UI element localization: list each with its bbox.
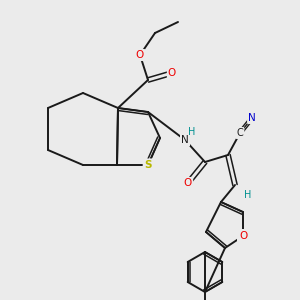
Text: H: H [188,127,196,137]
Text: O: O [239,231,247,241]
Text: C: C [237,128,243,138]
Text: N: N [248,113,256,123]
Text: O: O [168,68,176,78]
Text: N: N [181,135,189,145]
Text: S: S [144,160,152,170]
Text: O: O [136,50,144,60]
Text: H: H [244,190,252,200]
Text: O: O [184,178,192,188]
